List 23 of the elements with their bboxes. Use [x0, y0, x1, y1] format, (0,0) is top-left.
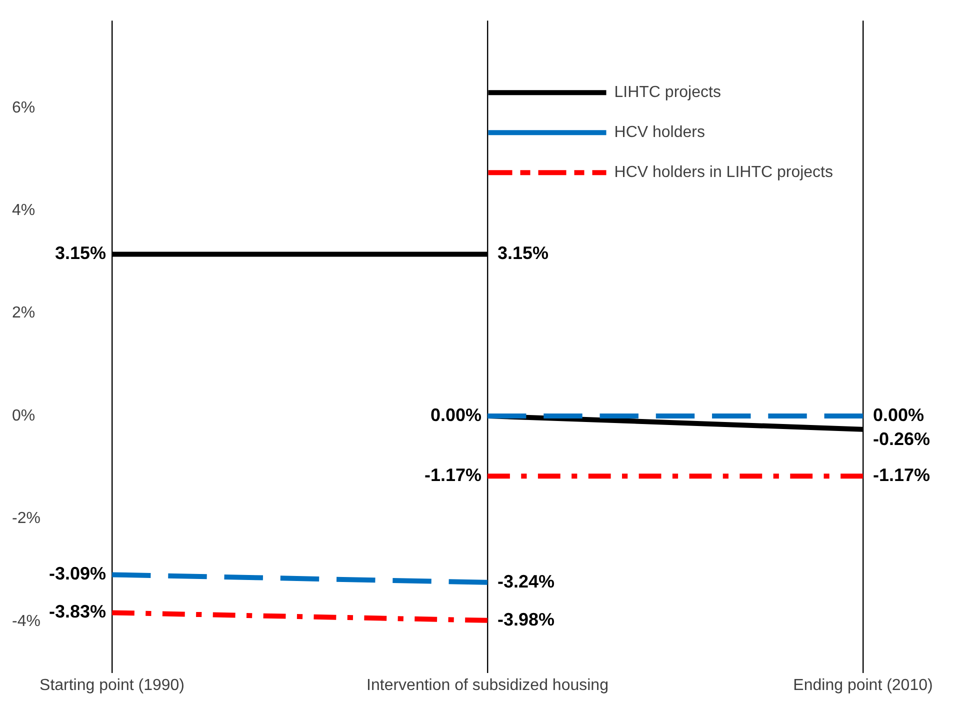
y-tick-label: -2% [12, 510, 40, 528]
data-label: -3.24% [498, 571, 555, 592]
y-tick-label: 0% [12, 407, 36, 424]
data-label: 0.00% [873, 404, 924, 425]
text: LIHTC projects [614, 84, 721, 102]
data-label: 3.15% [498, 243, 549, 264]
y-tick-label: -4% [12, 612, 40, 630]
data-label: -1.17% [424, 465, 482, 486]
y-tick-label: 4% [12, 202, 36, 220]
x-tick-label: Ending point (2010) [793, 676, 933, 694]
y-tick-label: 2% [12, 304, 36, 322]
text: HCV holders in LIHTC projects [614, 164, 834, 182]
y-tick-label: 6% [12, 99, 36, 116]
data-label: -3.83% [48, 602, 106, 622]
data-label: -3.09% [48, 564, 106, 584]
x-tick-label: Starting point (1990) [40, 676, 184, 694]
data-label: -1.17% [873, 465, 930, 486]
data-label: -0.26% [873, 428, 930, 449]
x-tick-label: Intervention of subsidized housing [366, 676, 608, 694]
data-label: -3.98% [498, 609, 555, 630]
data-label: 0.00% [430, 404, 482, 425]
text: HCV holders [614, 124, 705, 142]
data-label: 3.15% [54, 243, 106, 264]
